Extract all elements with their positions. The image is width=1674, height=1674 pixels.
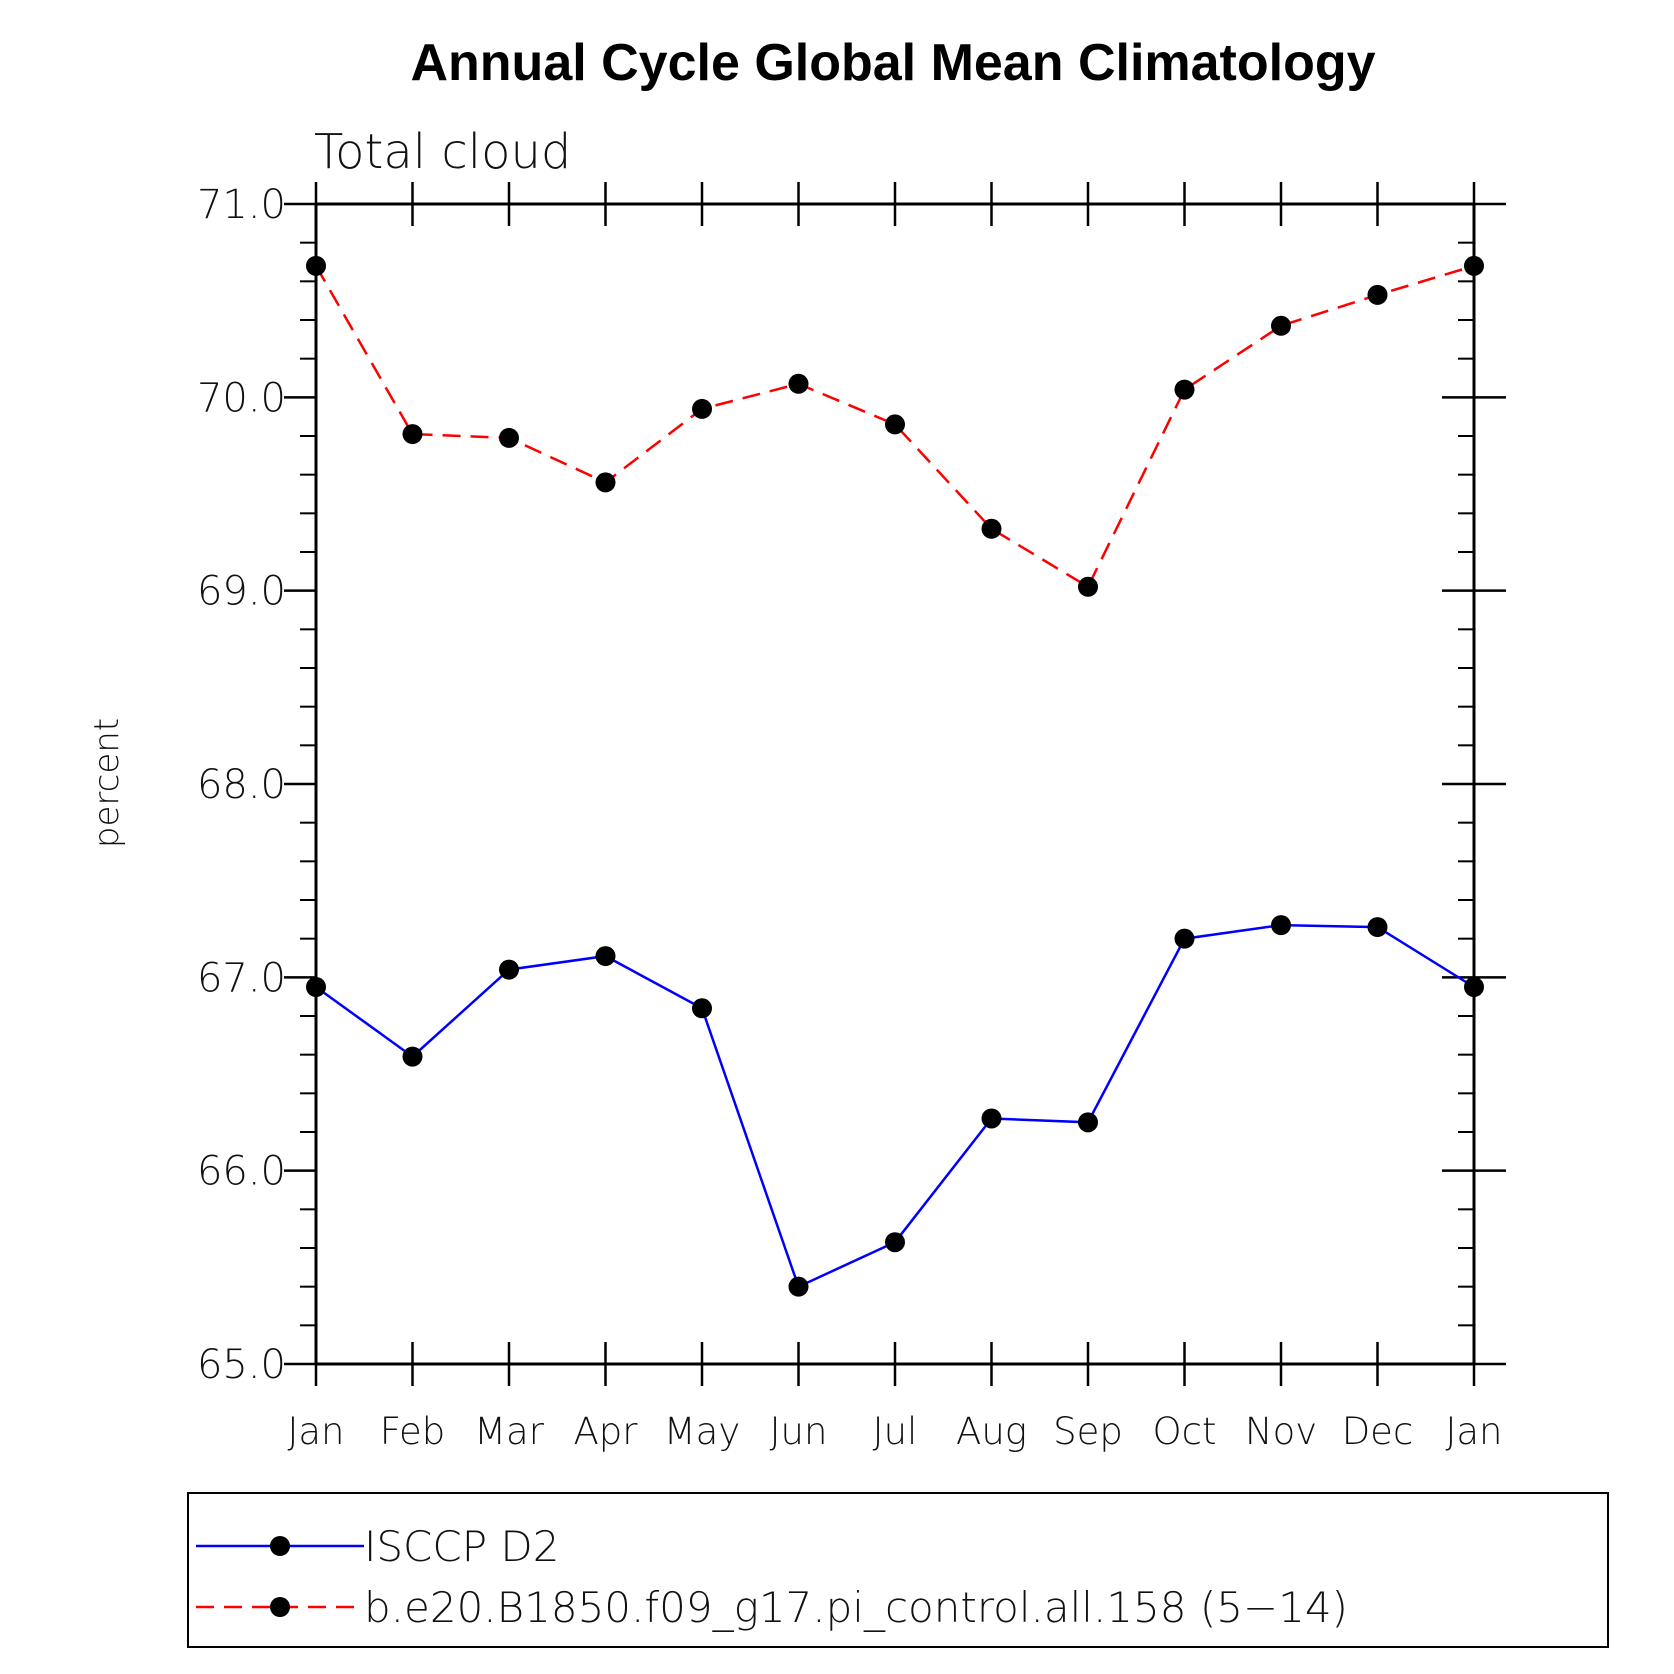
series-1-point [885,414,905,435]
series-0-point [595,946,616,967]
series-1-point [981,518,1002,539]
x-tick-label: Dec [1342,1410,1414,1453]
y-tick-label: 66.0 [197,1149,286,1195]
x-tick-label: Feb [380,1410,446,1453]
y-tick-label: 69.0 [197,569,286,615]
series-0-point [981,1108,1002,1129]
series-0-point [402,1046,423,1067]
series-0-point [306,977,326,997]
series-1-point [1078,576,1098,597]
x-tick-label: Nov [1245,1410,1317,1453]
y-tick-label: 65.0 [197,1342,286,1388]
y-tick-label: 68.0 [197,762,286,808]
x-tick-label: Apr [573,1410,638,1453]
series-0-point [788,1276,809,1297]
series-0-point [1271,915,1291,936]
series-1-point [595,472,616,493]
chart-subtitle: Total cloud [314,124,571,180]
y-axis-label: percent [87,718,127,848]
x-tick-label: Sep [1053,1410,1123,1453]
legend: ISCCP D2 b.e20.B1850.f09_g17.pi_control.a… [187,1492,1609,1648]
y-tick-label: 71.0 [197,182,286,228]
legend-label-1: b.e20.B1850.f09_g17.pi_control.all.158 (… [364,1583,1348,1632]
chart-title: Annual Cycle Global Mean Climatology [410,34,1375,92]
x-tick-label: Oct [1153,1410,1217,1453]
axis-ticks: Jan Feb Mar Apr May Jun Jul Aug Sep Oct Nov Dec Jan6… [197,182,1506,1453]
y-tick-label: 70.0 [197,375,286,421]
series-1-point [499,427,519,448]
series-0-point [692,998,712,1019]
series-1-point [1367,284,1388,305]
series-0-point [1367,917,1388,938]
series-0-point [885,1232,905,1253]
x-tick-label: Jul [873,1410,918,1453]
x-tick-label: Jun [770,1410,828,1453]
x-tick-label: Jan [1445,1410,1502,1453]
series-1-point [306,255,326,276]
series-0-point [1464,977,1484,997]
series-0-point [1174,928,1195,949]
x-tick-label: Jan [287,1410,344,1453]
legend-box [187,1492,1609,1648]
series-0-point [1078,1112,1098,1133]
x-tick-label: May [664,1410,741,1453]
series-1-point [402,424,423,445]
series-1-point [788,373,809,394]
x-tick-label: Mar [474,1410,545,1453]
legend-marker-0 [270,1536,290,1556]
series-1-point [1174,379,1195,400]
series-layer [306,255,1484,1297]
legend-marker-1 [270,1597,290,1617]
series-1-point [1271,315,1291,336]
legend-label-0: ISCCP D2 [364,1522,559,1571]
x-tick-label: Aug [956,1410,1027,1453]
series-1-point [692,398,712,419]
series-0-point [499,959,519,980]
plot-frame [314,202,1476,1366]
y-tick-label: 67.0 [197,955,286,1001]
plot-border [314,202,1476,1366]
series-1-point [1464,255,1484,276]
